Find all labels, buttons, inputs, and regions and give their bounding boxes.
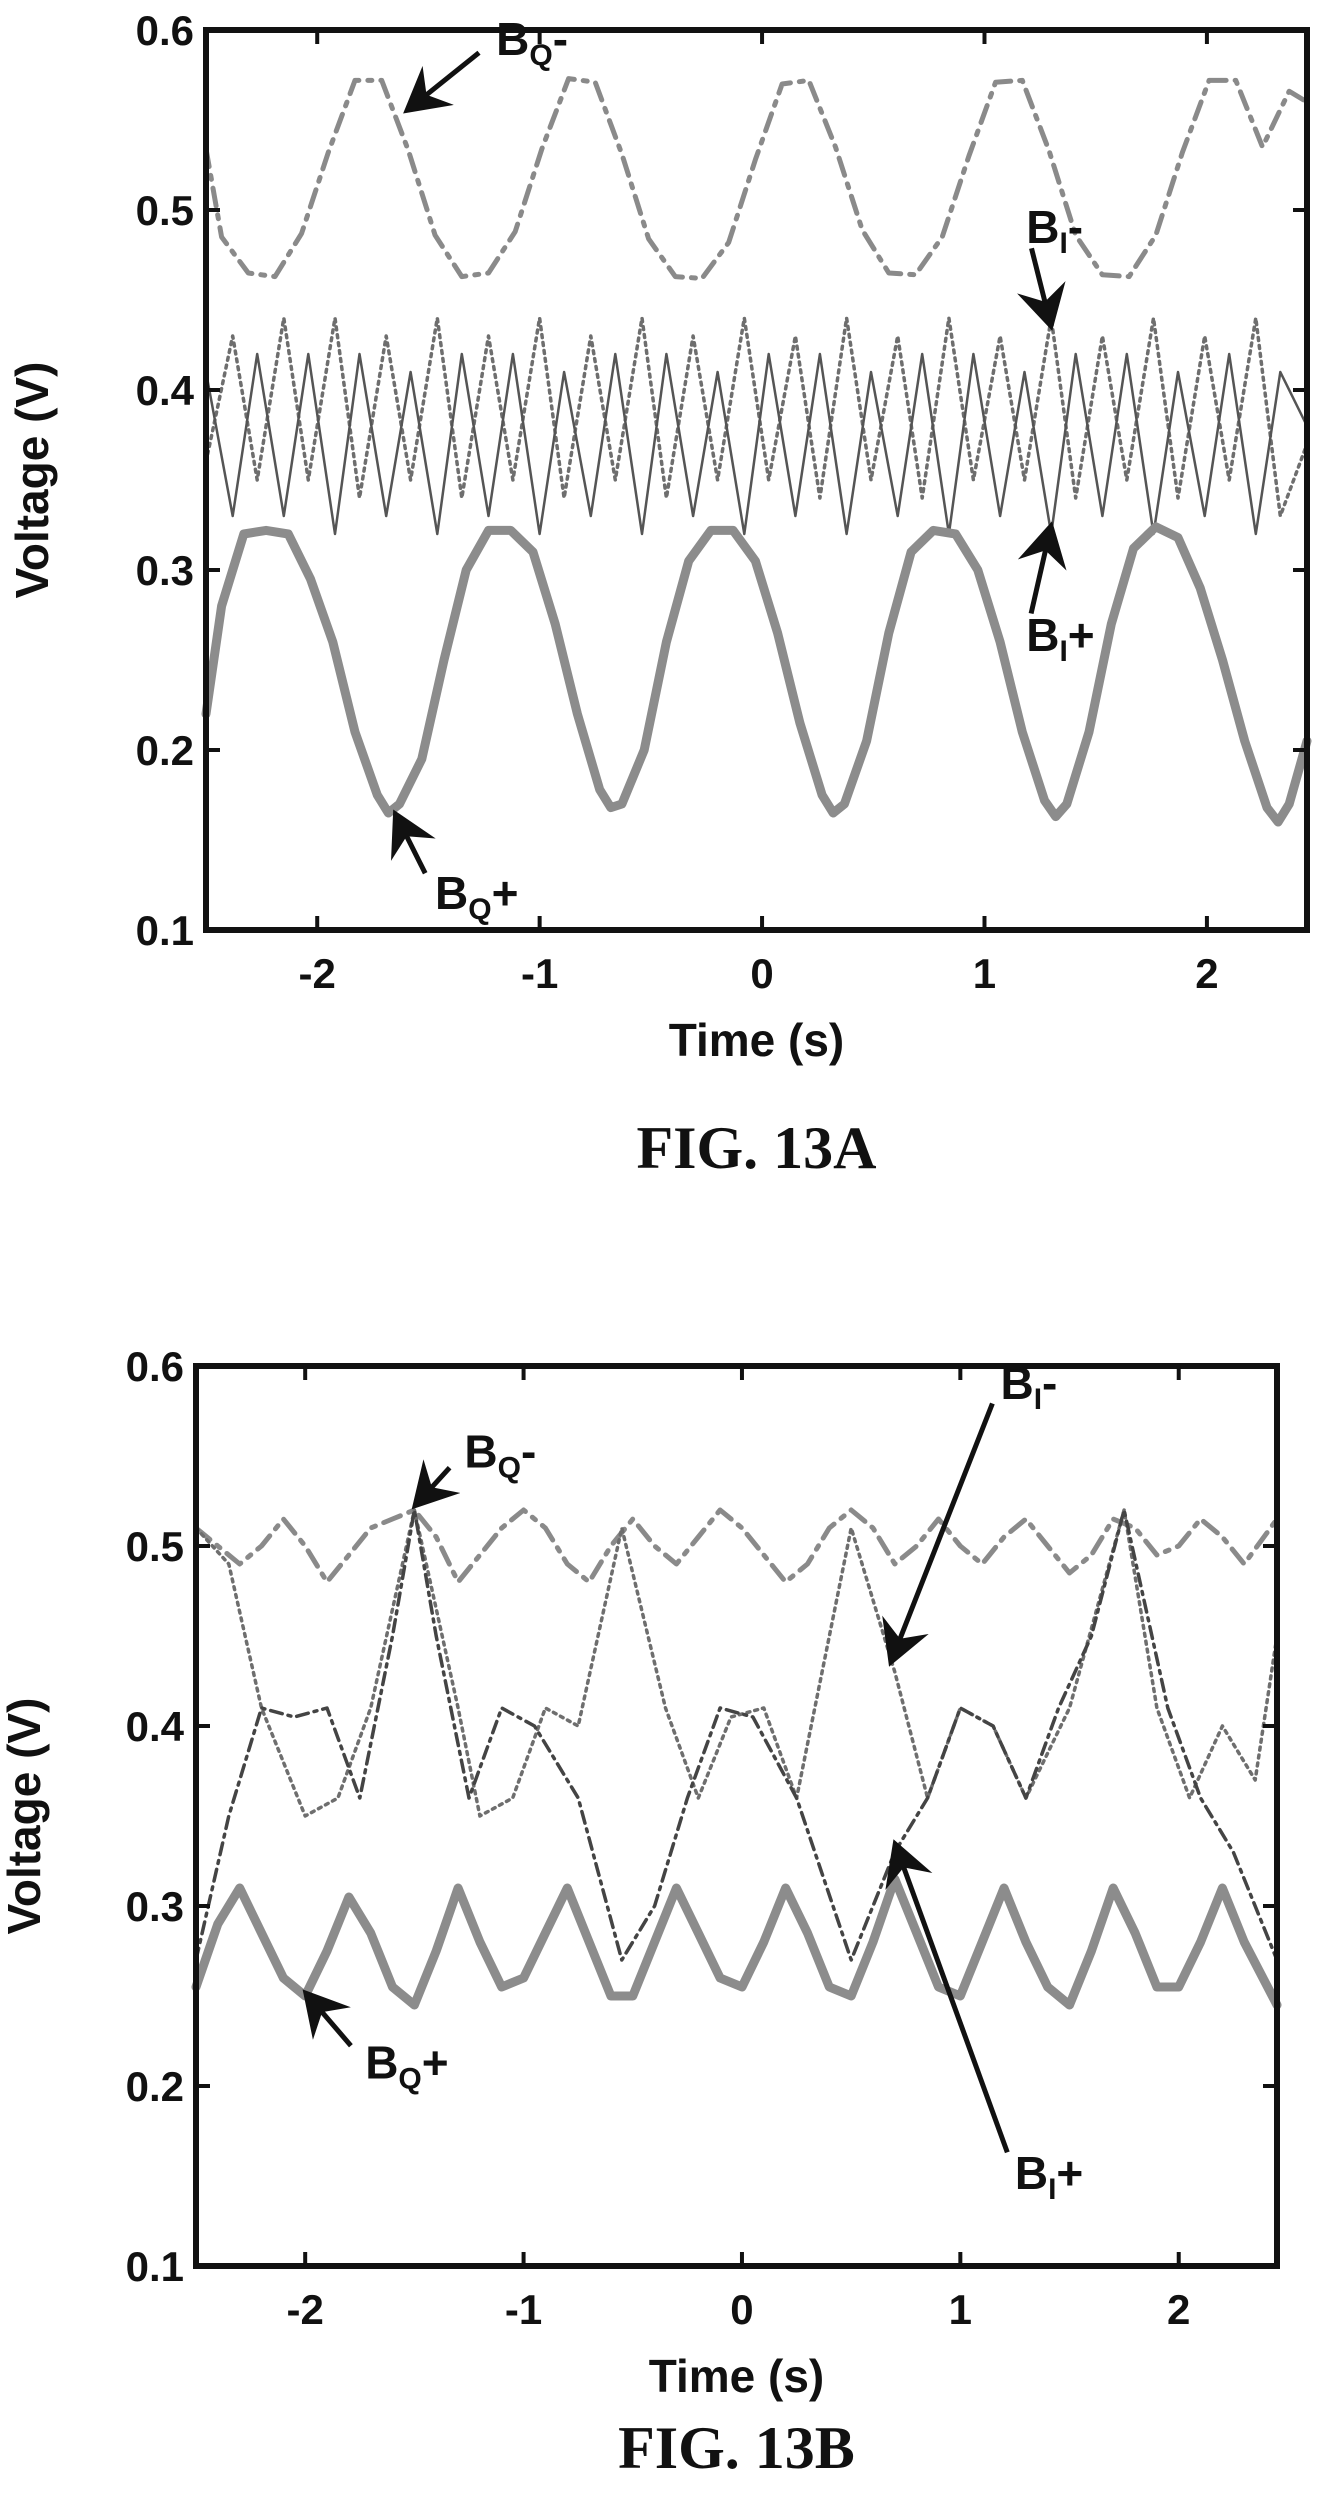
y-tick-label: 0.2 [136, 727, 194, 774]
annotation-label: BI- [1026, 201, 1083, 260]
annotation-i-minus: BI- [1017, 201, 1083, 331]
x-axis-label: Time (s) [669, 1014, 845, 1066]
series-line-i-minus [194, 1508, 1279, 1818]
annotation-q-plus: BQ+ [302, 1989, 449, 2095]
y-tick-label: 0.6 [136, 7, 194, 54]
y-tick-label: 0.4 [136, 367, 195, 414]
x-tick-label: 2 [1195, 950, 1218, 997]
annotation-label: BI+ [1026, 609, 1094, 668]
x-tick-label: -1 [505, 2286, 542, 2333]
annotation-arrow [1017, 247, 1066, 331]
series-line-q-minus [193, 1507, 1280, 1585]
x-tick-label: -1 [521, 950, 558, 997]
annotation-label: BQ- [464, 1425, 536, 1484]
annotation-q-minus: BQ- [411, 1425, 536, 1510]
series-line-q-plus [191, 1874, 1282, 2010]
x-tick-label: -2 [287, 2286, 324, 2333]
x-tick-label: 0 [730, 2286, 753, 2333]
series-line-i-plus [204, 352, 1309, 536]
chart-1: 0.1 0.2 0.3 0.4 0.5 0.6 -2 -1 0 1 2 Time (s) Voltage… [6, 7, 1312, 1181]
x-tick-label: 1 [949, 2286, 972, 2333]
x-tick-label: 0 [750, 950, 773, 997]
annotation-label: BQ+ [435, 867, 518, 926]
x-axis-label: Time (s) [649, 2350, 825, 2402]
x-tick-label: -2 [299, 950, 336, 997]
annotation-arrow [1017, 521, 1067, 615]
y-tick-label: 0.6 [126, 1343, 184, 1390]
annotation-i-plus: BI+ [885, 1839, 1083, 2206]
annotation-arrow [411, 1459, 461, 1510]
y-tick-label: 0.5 [126, 1523, 184, 1570]
figure-caption: FIG. 13B [618, 2415, 855, 2481]
y-tick-label: 0.1 [136, 907, 194, 954]
series-line-i-plus [194, 1508, 1279, 1962]
plot-frame [193, 1363, 1280, 2269]
annotation-arrow [391, 809, 436, 875]
annotation-arrow [403, 50, 481, 114]
annotation-arrow [885, 1839, 1010, 2154]
annotation-arrow [302, 1989, 353, 2048]
y-tick-label: 0.3 [126, 1883, 184, 1930]
annotation-label: BI- [1000, 1357, 1057, 1416]
y-tick-label: 0.2 [126, 2063, 184, 2110]
plot-frame [203, 27, 1310, 933]
x-tick-label: 2 [1167, 2286, 1190, 2333]
y-tick-label: 0.1 [126, 2243, 184, 2290]
annotation-q-minus: BQ- [403, 13, 568, 114]
series-line-i-minus [204, 316, 1309, 518]
y-tick-label: 0.3 [136, 547, 194, 594]
annotation-label: BQ+ [365, 2036, 448, 2095]
figure-caption: FIG. 13A [637, 1115, 877, 1181]
y-tick-label: 0.5 [136, 187, 194, 234]
annotation-label: BI+ [1015, 2147, 1083, 2206]
y-axis-label: Voltage (V) [6, 362, 58, 599]
annotation-label: BQ- [496, 13, 568, 72]
x-tick-label: 1 [973, 950, 996, 997]
series-line-q-plus [201, 522, 1312, 827]
annotation-q-plus: BQ+ [391, 809, 519, 926]
annotation-i-minus: BI- [882, 1357, 1057, 1667]
annotation-i-plus: BI+ [1017, 521, 1095, 668]
series-line-q-minus [203, 76, 1310, 281]
chart-2: 0.1 0.2 0.3 0.4 0.5 0.6 -2 -1 0 1 2 Time (s) Voltage… [0, 1343, 1282, 2481]
y-tick-label: 0.4 [126, 1703, 185, 1750]
annotation-arrow [882, 1402, 995, 1667]
y-axis-label: Voltage (V) [0, 1698, 50, 1935]
